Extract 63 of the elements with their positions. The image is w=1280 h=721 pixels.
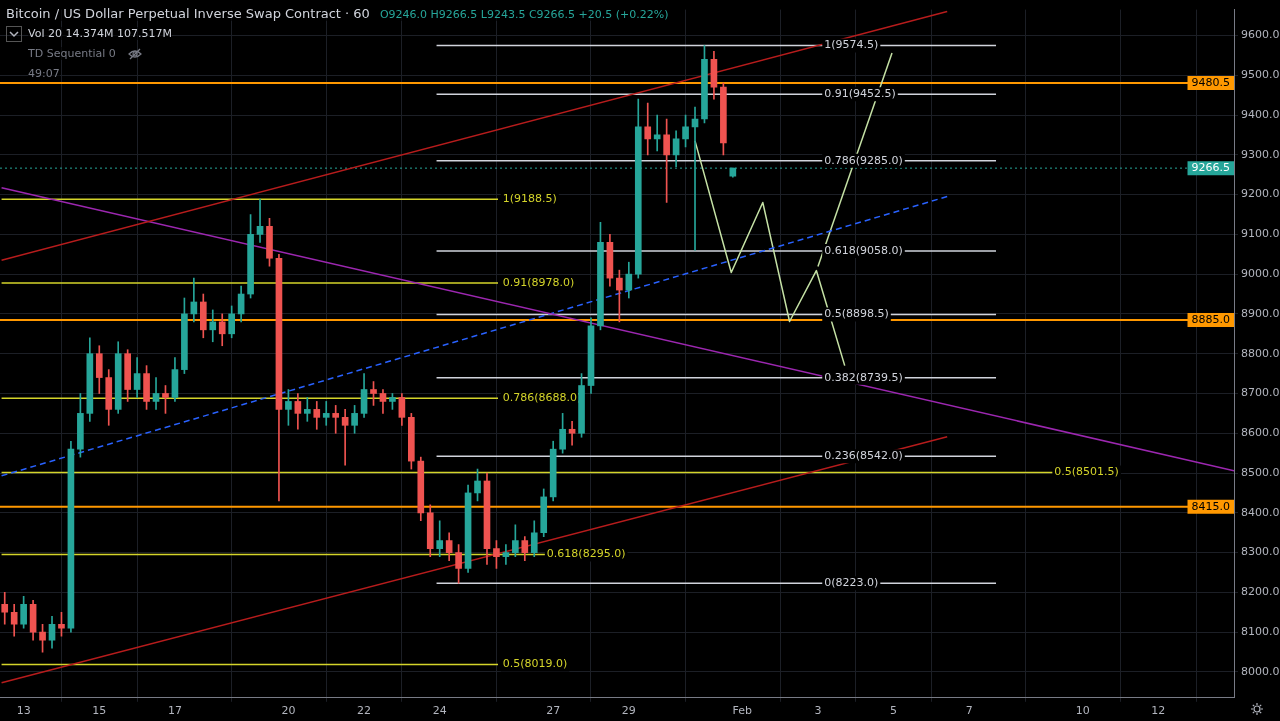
x-tick-label: 7 [965,704,973,718]
chart-title: Bitcoin / US Dollar Perpetual Inverse Swap Contract · 60 [6,6,370,21]
annotation: 0.91(8978.0) [502,275,575,289]
annotation: 0.382(8739.5) [824,370,903,384]
annotation: Vol 20 14.374M 107.517M [28,27,172,40]
x-tick-label: 17 [167,704,182,718]
x-tick-label: 13 [16,704,31,718]
x-tick-label: 22 [357,704,372,718]
chart-subtitle: O9246.0 H9266.5 L9243.5 C9266.5 +20.5 (+0.22%) [379,8,669,21]
candlestick [256,198,264,243]
annotation: 0(8223.0) [824,576,879,590]
annotation: 1(9574.5) [824,38,879,52]
candlestick [341,409,349,466]
y-tick-label: 9300.0 [1241,147,1280,161]
y-tick-label: 9500.0 [1241,68,1280,82]
candlestick [568,421,576,446]
x-tick-label: 5 [890,704,898,718]
candlestick [332,405,340,434]
y-tick-label: 8900.0 [1241,306,1280,320]
x-tick-label: 27 [546,704,561,718]
candlestick [653,114,661,152]
x-tick-label: 20 [281,704,296,718]
y-tick-label: 9000.0 [1241,267,1280,280]
annotation: 0.5(8898.5) [824,307,889,321]
y-tick-label: 8600.0 [1241,426,1280,440]
y-tick-label: 8500.0 [1241,465,1280,479]
x-tick-label: 15 [92,704,107,718]
x-tick-label: 10 [1075,704,1090,718]
annotation: TD Sequential 0 [28,47,116,60]
annotation: 49:07 [28,67,60,80]
y-tick-label: 8200.0 [1241,585,1280,599]
ref-line-label: 9480.5 [1191,75,1231,89]
x-tick-label: 24 [432,704,447,718]
annotation: 0.618(8295.0) [546,547,626,561]
y-tick-label: 8100.0 [1241,625,1280,639]
candlestick [644,102,652,156]
candlestick [303,397,311,422]
annotation: 1(9188.5) [502,192,557,206]
y-tick-label: 9100.0 [1241,227,1280,241]
annotation: 0.5(8019.0) [502,657,568,671]
y-tick-label: 8700.0 [1241,386,1280,400]
x-tick-label: 29 [621,704,636,718]
x-tick-label: Feb [732,704,753,718]
candlestick [436,520,444,557]
annotation: 0.236(8542.0) [824,449,903,463]
candlestick [502,544,510,565]
y-tick-label: 8000.0 [1241,664,1280,678]
x-tick-label: 3 [814,704,822,718]
candlestick [322,401,330,426]
ref-line-label: 8885.0 [1191,312,1231,326]
annotation: 0.618(9058.0) [824,243,903,257]
y-tick-label: 9200.0 [1241,187,1280,201]
y-tick-label: 9400.0 [1241,107,1280,121]
ref-line-label: 9266.5 [1191,160,1231,174]
y-tick-label: 8300.0 [1241,545,1280,559]
y-tick-label: 9600.0 [1241,28,1280,42]
annotation: 0.91(9452.5) [824,86,896,100]
ref-line-label: 8415.0 [1191,499,1231,513]
annotation: 0.5(8501.5) [1054,465,1119,479]
x-tick-label: 12 [1151,704,1166,718]
y-tick-label: 8800.0 [1241,346,1280,360]
y-tick-label: 8400.0 [1241,505,1280,519]
annotation: 0.786(9285.0) [824,153,903,167]
